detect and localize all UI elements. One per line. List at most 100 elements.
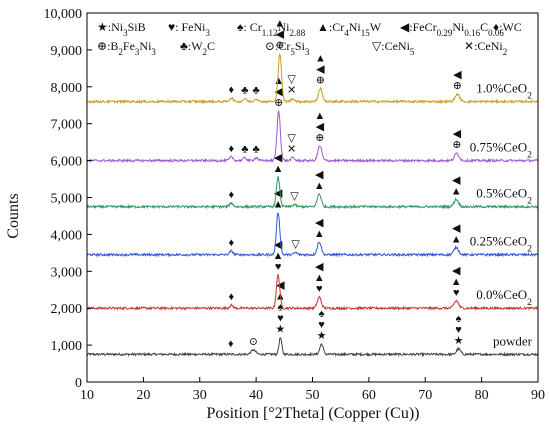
legend-item: ♠: Cr1.12Ni2.88: [237, 20, 306, 38]
phase-marker: ▲: [451, 276, 462, 288]
x-tick-label: 10: [80, 388, 94, 403]
series-line-0: [86, 337, 539, 358]
phase-marker: ▽: [291, 238, 300, 250]
phase-marker: ✕: [287, 144, 296, 156]
y-tick-label: 7,000: [51, 118, 83, 133]
y-tick-label: 4,000: [51, 228, 83, 243]
y-tick-label: 5,000: [51, 192, 83, 207]
phase-marker: ◀: [315, 217, 324, 229]
y-tick-label: 3,000: [51, 265, 83, 280]
plot-frame: [86, 12, 539, 383]
phase-marker: ♣: [253, 85, 260, 97]
y-tick-label: 6,000: [51, 155, 83, 170]
phase-marker: ★: [275, 324, 285, 336]
series-label: powder: [493, 333, 533, 348]
axes: 10 20 30 40 50 60 70 80 90 0 1,000 2,000 3,000 4,000 5…: [44, 7, 546, 403]
phase-marker: ◀: [316, 121, 325, 133]
legend-item: ▲:Cr4Ni15W: [317, 20, 382, 38]
phase-marker: ♦: [229, 237, 235, 249]
x-tick-label: 90: [531, 388, 545, 403]
phase-marker: ♥: [275, 261, 282, 273]
phase-marker: ⊕: [316, 75, 325, 87]
phase-marker: ◀: [453, 69, 462, 81]
phase-marker: ♥: [453, 287, 460, 299]
phase-marker: ▲: [314, 180, 325, 192]
legend-item: ⊙:Cr5Si3: [265, 39, 310, 57]
phase-marker: ♦: [228, 338, 234, 350]
phase-marker: ♥: [316, 283, 323, 295]
phase-marker: ♣: [241, 85, 248, 97]
phase-marker: ♠: [456, 313, 462, 325]
phase-marker: ♥: [318, 319, 325, 331]
phase-marker: ▲: [274, 18, 285, 30]
series-line-4: [86, 109, 539, 164]
phase-marker: ▲: [314, 272, 325, 284]
series-line-5: [86, 53, 539, 105]
phase-marker: ◀: [452, 222, 461, 234]
phase-marker: ◀: [276, 280, 285, 292]
legend-item: ✕:CeNi2: [464, 39, 507, 57]
legend-item: ♦:WC: [493, 20, 522, 34]
phase-marker: ◀: [453, 128, 462, 140]
x-axis-title: Position [°2Theta] (Copper (Cu)): [206, 405, 419, 422]
phase-marker: ◀: [315, 261, 324, 273]
x-tick-label: 60: [362, 388, 376, 403]
phase-marker: ♦: [229, 189, 235, 201]
phase-marker: ⊕: [453, 80, 462, 92]
x-tick-label: 70: [418, 388, 432, 403]
phase-marker: ♦: [229, 291, 235, 303]
phase-marker: ⊕: [275, 40, 284, 52]
series-line-1: [86, 274, 539, 312]
x-tick-label: 40: [249, 388, 263, 403]
phase-marker: ⊕: [274, 97, 283, 109]
phase-marker: ♠: [319, 308, 325, 320]
phase-marker: ♥: [277, 313, 284, 325]
phase-marker: ▽: [287, 74, 296, 86]
legend-item: ♣:W2C: [180, 39, 215, 57]
phase-marker: ★: [454, 335, 464, 347]
phase-marker: ▲: [451, 185, 462, 197]
x-tick-label: 50: [306, 388, 320, 403]
legend-item: ⊕:B2Fe3Ni3: [97, 39, 156, 57]
phase-marker: ◀: [276, 29, 285, 41]
plot-area: powder♦ ⊙★♥♠▲◀★♥♠★♥♠0.0%CeO2♦♥▲◀♥▲◀♥▲◀0.2…: [86, 18, 539, 358]
phase-marker: ♦: [229, 143, 235, 155]
series-label: 0.25%CeO2: [470, 234, 532, 255]
y-tick-label: 1,000: [51, 339, 83, 354]
phase-marker: ♣: [253, 144, 260, 156]
x-tick-label: 80: [475, 388, 489, 403]
phase-marker: ▲: [273, 75, 284, 87]
y-tick-label: 10,000: [44, 7, 83, 22]
phase-marker: ◀: [274, 86, 283, 98]
series-line-3: [87, 176, 539, 210]
legend-item: ▽:CeNi5: [372, 39, 415, 57]
phase-marker: ♣: [241, 144, 248, 156]
series-label: 1.0%CeO2: [476, 81, 532, 102]
phase-marker: ◀: [274, 152, 283, 164]
series-label: 0.0%CeO2: [476, 287, 532, 308]
phase-marker: ▽: [287, 133, 296, 145]
phase-marker: ◀: [274, 239, 283, 251]
phase-marker: ◀: [274, 187, 283, 199]
phase-marker: ▲: [273, 163, 284, 175]
phase-marker: ✕: [287, 85, 296, 97]
phase-marker: ♥: [455, 324, 462, 336]
phase-marker: ⊕: [452, 139, 461, 151]
series-line-2: [86, 212, 539, 258]
y-tick-label: 8,000: [51, 81, 83, 96]
legend-item: ★:Ni3SiB: [97, 20, 146, 38]
phase-marker: ▲: [315, 53, 326, 65]
phase-marker: ▲: [314, 110, 325, 122]
phase-marker: ♠: [277, 302, 283, 314]
phase-marker: ▲: [273, 250, 284, 262]
phase-marker: ★: [317, 330, 327, 342]
y-tick-label: 2,000: [51, 302, 83, 317]
series-label: 0.75%CeO2: [470, 140, 532, 161]
phase-marker: ▲: [273, 198, 284, 210]
y-tick-label: 9,000: [51, 44, 83, 59]
legend-item: ♥: FeNi3: [168, 20, 210, 38]
x-tick-label: 20: [136, 388, 150, 403]
phase-marker: ◀: [316, 64, 325, 76]
x-tick-label: 30: [193, 388, 207, 403]
